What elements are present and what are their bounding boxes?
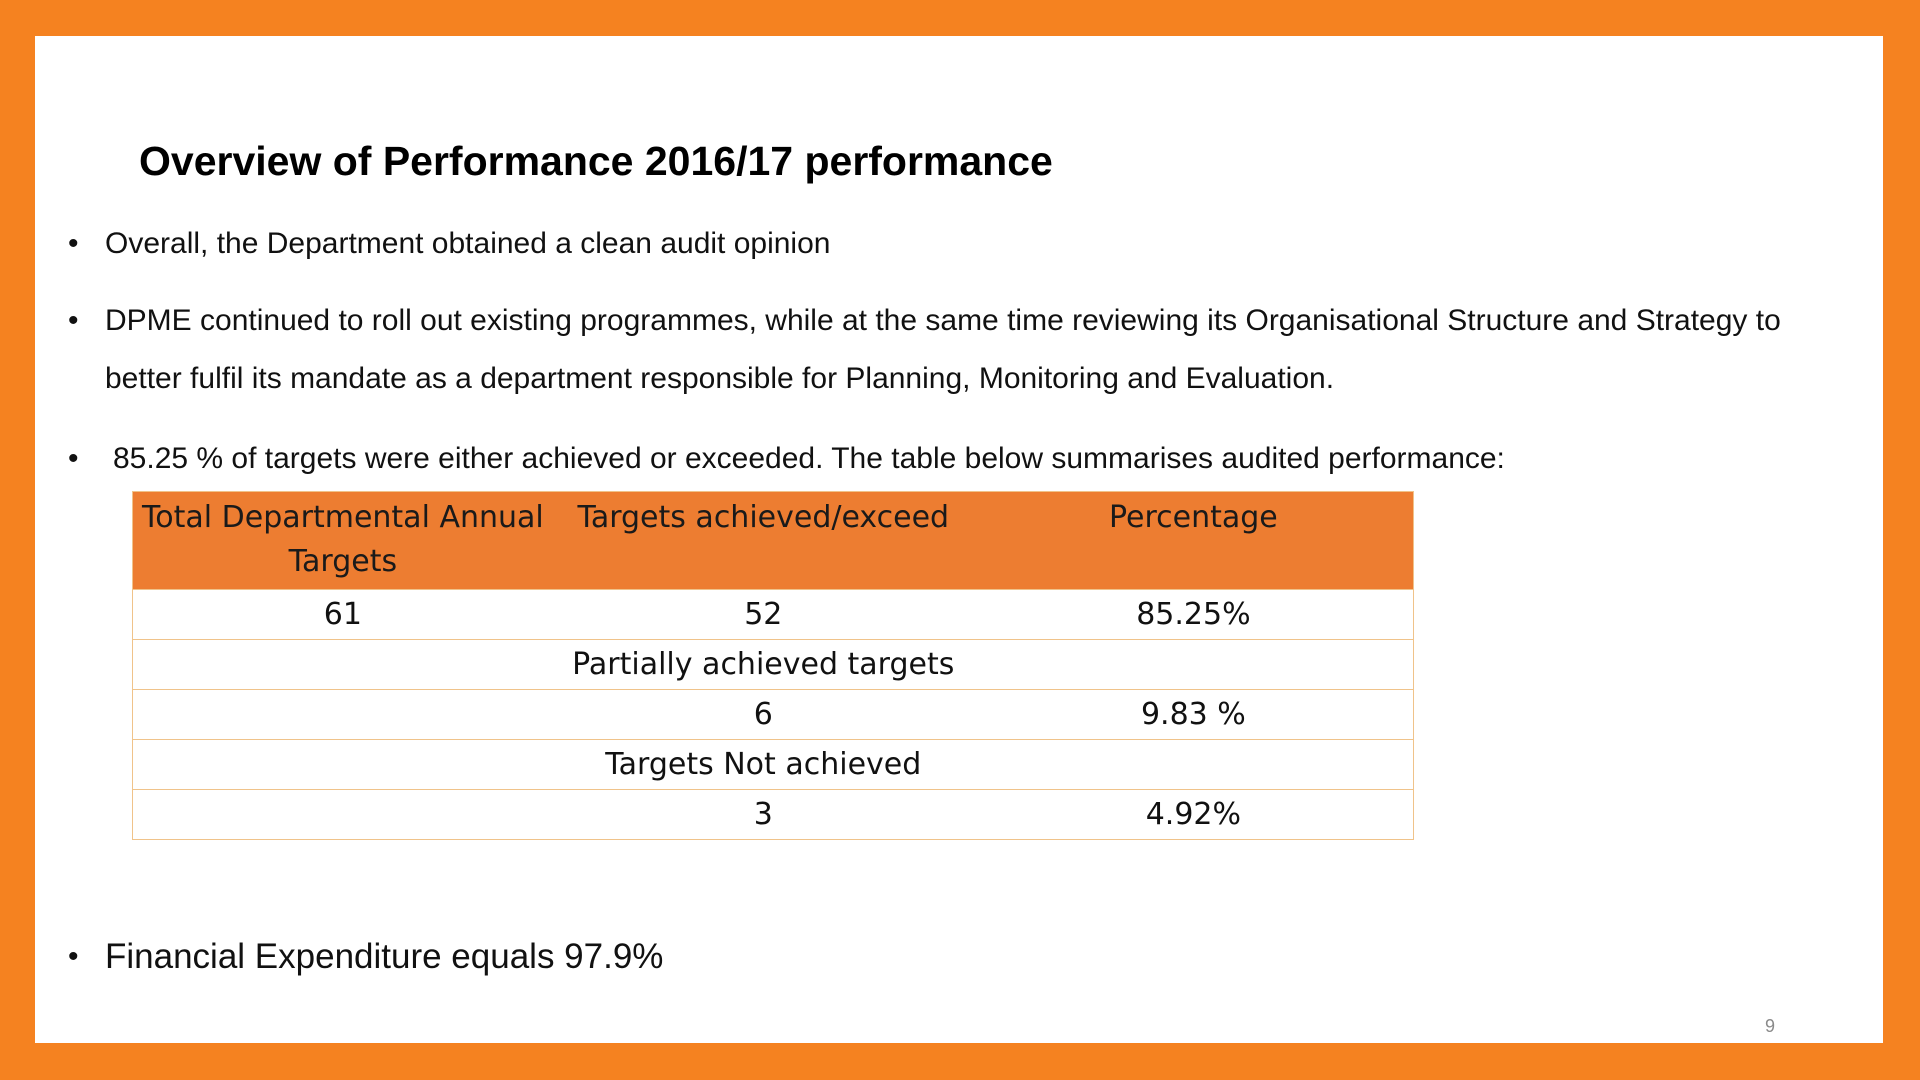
table-cell (132, 639, 553, 690)
table-cell (973, 739, 1414, 790)
bullet-text: Financial Expenditure equals 97.9% (105, 937, 664, 976)
table-row: 6 9.83 % (132, 689, 1414, 740)
bullet-dot: • (68, 304, 79, 337)
bullet-text: Overall, the Department obtained a clean… (105, 227, 831, 260)
table-cell: 61 (132, 589, 553, 640)
column-header: Targets achieved/exceed (552, 491, 974, 590)
slide: Overview of Performance 2016/17 performa… (35, 36, 1883, 1043)
table-cell: 6 (552, 689, 974, 740)
table-cell: 85.25% (973, 589, 1414, 640)
slide-title: Overview of Performance 2016/17 performa… (139, 138, 1053, 184)
table-row: Partially achieved targets (132, 639, 1414, 690)
table-cell: Targets Not achieved (552, 739, 974, 790)
table-header-row: Total Departmental Annual Targets Target… (132, 491, 1414, 590)
table-row: 3 4.92% (132, 789, 1414, 840)
table-cell (132, 739, 553, 790)
performance-table: Total Departmental Annual Targets Target… (132, 491, 1414, 840)
table-cell (132, 689, 553, 740)
table-row: Targets Not achieved (132, 739, 1414, 790)
column-header: Percentage (973, 491, 1414, 590)
table-cell (132, 789, 553, 840)
table-cell: 52 (552, 589, 974, 640)
bullet-text: 85.25 % of targets were either achieved … (113, 442, 1505, 475)
bullet-dot: • (68, 940, 79, 973)
table-cell (973, 639, 1414, 690)
bullet-dot: • (68, 442, 79, 475)
table-cell: 4.92% (973, 789, 1414, 840)
bullet-text: DPME continued to roll out existing prog… (105, 304, 1781, 395)
table-cell: 9.83 % (973, 689, 1414, 740)
table-cell: 3 (552, 789, 974, 840)
table-cell: Partially achieved targets (552, 639, 974, 690)
bullet-dot: • (68, 227, 79, 260)
table-row: 61 52 85.25% (132, 589, 1414, 640)
page-number: 9 (1765, 1016, 1776, 1036)
column-header: Total Departmental Annual Targets (132, 491, 553, 590)
